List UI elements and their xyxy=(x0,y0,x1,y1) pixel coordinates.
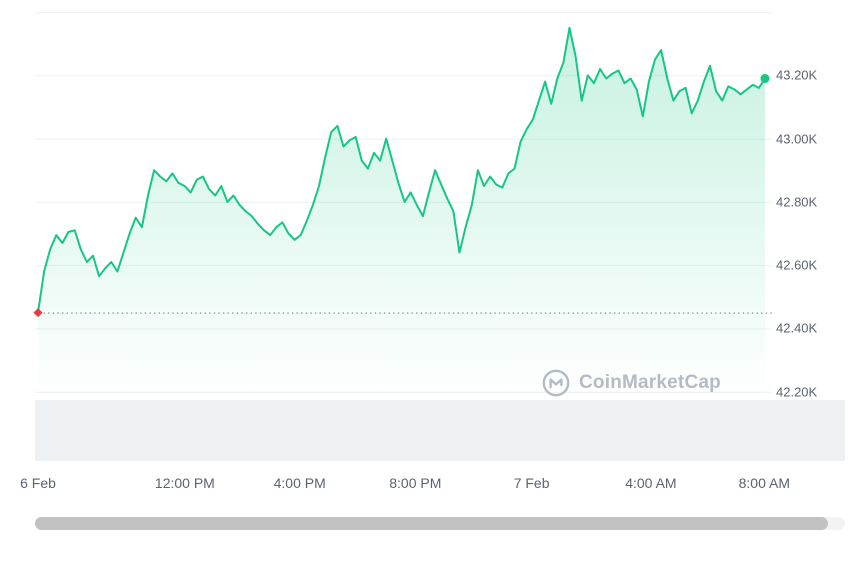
x-tick-label: 4:00 PM xyxy=(273,475,326,491)
scrollbar-track[interactable] xyxy=(35,517,845,530)
x-tick-label: 12:00 PM xyxy=(154,475,215,491)
watermark-label: CoinMarketCap xyxy=(579,372,721,393)
last-price-marker xyxy=(760,74,770,83)
x-tick-label: 7 Feb xyxy=(513,475,550,491)
y-tick-label: 42.80K xyxy=(776,194,818,210)
x-tick-label: 8:00 PM xyxy=(389,475,442,491)
y-tick-label: 42.20K xyxy=(776,384,818,400)
coinmarketcap-watermark: CoinMarketCap xyxy=(541,368,721,398)
y-tick-label: 42.40K xyxy=(776,320,818,336)
y-tick-label: 42.60K xyxy=(776,257,818,273)
horizontal-scrollbar-thumb[interactable] xyxy=(35,517,828,530)
y-tick-label: 43.00K xyxy=(776,131,818,147)
coinmarketcap-logo-icon xyxy=(542,369,570,397)
x-tick-label: 4:00 AM xyxy=(625,475,677,491)
x-tick-label: 6 Feb xyxy=(20,475,56,491)
open-price-marker xyxy=(33,308,43,318)
y-tick-label: 43.20K xyxy=(776,67,818,83)
x-tick-label: 8:00 AM xyxy=(738,475,790,491)
